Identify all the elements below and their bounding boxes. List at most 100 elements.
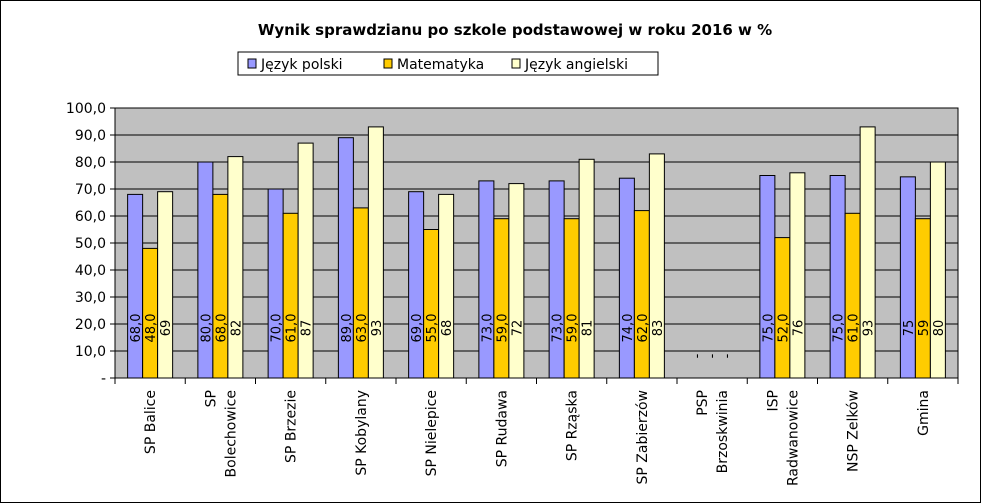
bar	[844, 212, 861, 379]
data-label: 75,0	[832, 314, 847, 343]
bar	[212, 193, 229, 379]
data-label: 59,0	[566, 314, 581, 343]
x-tick-label: SP	[203, 390, 219, 407]
x-tick-label: SP Brzezie	[284, 390, 300, 463]
data-label: 63,0	[355, 314, 370, 343]
data-label: 75	[902, 320, 917, 337]
y-tick-label: 50,0	[75, 236, 106, 252]
bar	[352, 207, 369, 379]
bar	[914, 218, 931, 379]
data-label: 68,0	[214, 314, 229, 343]
bar	[438, 193, 455, 379]
data-label: 52,0	[776, 314, 791, 343]
bar	[899, 176, 916, 379]
y-tick-label: 20,0	[75, 317, 106, 333]
data-label: 73,0	[551, 314, 566, 343]
bar	[759, 175, 776, 379]
legend-box	[237, 51, 659, 76]
bar	[367, 126, 384, 379]
data-label: 48,0	[144, 314, 159, 343]
data-label: 75,0	[761, 314, 776, 343]
bar	[297, 142, 314, 379]
y-axis: - 10,0 20,0 30,0 40,0 50,0 60,0 70,0 80,0 90,0 100…	[66, 101, 116, 387]
bar	[282, 212, 299, 379]
data-label: -	[690, 353, 705, 358]
bar	[563, 218, 580, 379]
x-tick-label: NSP Zelków	[846, 390, 862, 472]
bar	[227, 156, 244, 379]
x-tick-label: SP Rząska	[565, 390, 581, 461]
bar	[929, 161, 946, 379]
bar	[633, 210, 650, 379]
legend-swatch	[383, 58, 393, 69]
data-label: 59	[917, 320, 932, 337]
y-tick-label: 90,0	[75, 128, 106, 144]
data-label: 89,0	[340, 314, 355, 343]
data-label: -	[705, 353, 720, 358]
data-label: 55,0	[425, 314, 440, 343]
data-label: 83	[651, 320, 666, 337]
data-label: 80	[932, 320, 947, 337]
bar	[578, 158, 595, 379]
bar	[789, 172, 806, 379]
bar	[478, 180, 495, 379]
x-tick-label: SP Zabierzów	[635, 390, 651, 484]
data-label: 82	[229, 320, 244, 337]
data-label: 93	[370, 320, 385, 337]
data-label: 70,0	[270, 314, 285, 343]
data-label: 61,0	[285, 314, 300, 343]
data-label: 87	[300, 320, 315, 337]
bar	[423, 229, 440, 379]
y-tick-label: 10,0	[75, 344, 106, 360]
data-label: 93	[862, 320, 877, 337]
plot-area: 68,0 80,0 70,0 89,0 69,0 73,0 73,0 74,0-75,0 75,…	[114, 107, 959, 379]
bar	[127, 193, 144, 379]
data-label: 74,0	[621, 314, 636, 343]
data-label: 68,0	[129, 314, 144, 343]
bar	[493, 218, 510, 379]
x-tick-label: Gmina	[916, 390, 932, 436]
y-tick-label: -	[101, 371, 106, 387]
bar	[267, 188, 284, 379]
bar	[829, 175, 846, 379]
x-tick-label: ISP	[765, 390, 781, 411]
data-label: 81	[581, 320, 596, 337]
data-label: 73,0	[480, 314, 495, 343]
data-label: 68	[440, 320, 455, 337]
data-label: 59,0	[495, 314, 510, 343]
x-tick-label: Bolechowice	[223, 390, 239, 477]
data-label: 69,0	[410, 314, 425, 343]
y-tick-label: 40,0	[75, 263, 106, 279]
x-tick-label: PSP	[695, 390, 711, 416]
legend-label: Język angielski	[524, 57, 628, 73]
x-tick-label: SP Rudawa	[494, 390, 510, 467]
legend-label: Matematyka	[397, 57, 484, 73]
legend-swatch	[247, 58, 257, 69]
data-label: 62,0	[636, 314, 651, 343]
bar	[157, 191, 174, 379]
bar	[618, 177, 635, 379]
bar	[197, 161, 214, 379]
y-tick-label: 70,0	[75, 182, 106, 198]
data-label: 80,0	[199, 314, 214, 343]
data-label: -	[720, 353, 735, 358]
data-label: 72	[510, 320, 525, 337]
legend-label: Język polski	[260, 57, 343, 73]
bar	[142, 247, 159, 379]
legend: Język polski Matematyka Język angielski	[237, 51, 659, 76]
x-tick-label: SP Balice	[143, 390, 159, 454]
x-tick-label: SP Kobylany	[354, 390, 370, 476]
y-tick-label: 60,0	[75, 209, 106, 225]
bar	[774, 237, 791, 379]
x-tick-label: SP Nielepice	[424, 390, 440, 476]
y-tick-label: 80,0	[75, 155, 106, 171]
chart-title: Wynik sprawdzianu po szkole podstawowej …	[258, 21, 772, 39]
bar	[548, 180, 565, 379]
x-tick-label: Brzoskwinia	[715, 390, 731, 473]
bar	[508, 183, 525, 379]
bar	[859, 126, 876, 379]
x-tick-label: Radwanowice	[785, 390, 801, 486]
bar	[408, 191, 425, 379]
data-label: 69	[159, 320, 174, 337]
